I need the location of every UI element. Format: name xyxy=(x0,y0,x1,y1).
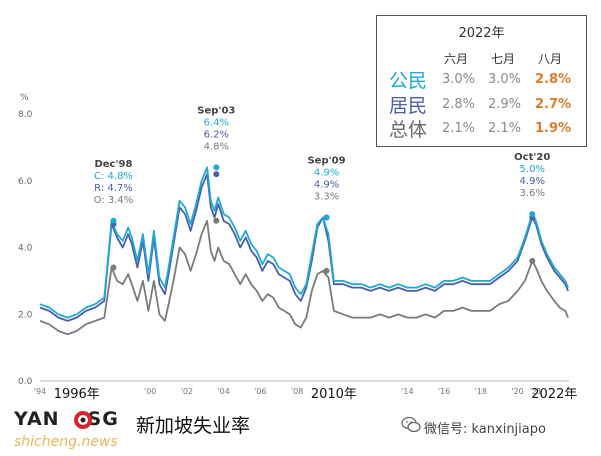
annotation-label: 4.8% xyxy=(204,141,229,152)
peak-marker-citizen xyxy=(110,217,117,224)
annotation-label: R: 4.7% xyxy=(94,183,133,194)
peak-marker-citizen xyxy=(529,211,536,218)
annotation-label: 6.2% xyxy=(204,129,229,140)
col-header-july: 七月 xyxy=(491,52,516,66)
x-tick-label: '18 xyxy=(475,387,487,396)
annotation-label: 4.9% xyxy=(520,176,545,187)
resident-june: 2.8% xyxy=(442,97,476,112)
annotation-label: Dec'98 xyxy=(94,159,132,170)
wechat-id: 微信号: kanxinjiapo xyxy=(424,422,546,437)
y-axis-unit: % xyxy=(20,93,29,103)
series-line-overall xyxy=(39,219,569,336)
peak-marker-overall xyxy=(323,267,330,274)
y-tick-label: 6.0 xyxy=(18,177,33,187)
annotation-label: Oct'20 xyxy=(514,152,550,163)
legend-year: 2022年 xyxy=(458,26,505,41)
x-tick-label: '00 xyxy=(144,387,156,396)
annotation-label: 6.4% xyxy=(204,117,229,128)
x-tick-label: '20 xyxy=(511,387,523,396)
peak-marker-overall xyxy=(213,217,220,224)
x-tick-label: '16 xyxy=(438,387,450,396)
peak-marker-overall xyxy=(529,257,536,264)
x-tick-label: '02 xyxy=(181,387,193,396)
annotation-label: 3.6% xyxy=(520,188,545,199)
resident-july: 2.9% xyxy=(488,97,522,112)
annotation-label: 3.3% xyxy=(314,191,339,202)
wechat-icon xyxy=(401,416,421,433)
peak-marker-overall xyxy=(110,264,117,271)
series-line-resident xyxy=(39,173,569,322)
peak-marker-citizen xyxy=(213,164,220,171)
series-line-citizen xyxy=(39,166,569,319)
col-header-august: 八月 xyxy=(538,52,563,66)
y-tick-label: 4.0 xyxy=(18,244,33,254)
brand-logo-left: YAN xyxy=(14,408,60,430)
x-tick-label: 1996年 xyxy=(54,387,100,402)
annotation-label: 4.9% xyxy=(314,179,339,190)
x-tick-label: '94 xyxy=(34,387,46,396)
brand-logo: YAN SG xyxy=(14,408,119,430)
peak-marker-resident xyxy=(213,171,220,178)
citizen-august: 2.8% xyxy=(535,72,572,87)
annotation-label: 4.9% xyxy=(314,167,339,178)
y-tick-label: 0.0 xyxy=(18,377,33,387)
row-label-resident: 居民 xyxy=(389,95,428,117)
annotation-label: C: 4.8% xyxy=(94,171,133,182)
brand-eye-icon xyxy=(74,411,92,429)
legend-table: 2022年 六月 七月 八月 公民 3.0% 3.0% 2.8% 居民 2.8%… xyxy=(376,15,587,147)
annotation-label: O: 3.4% xyxy=(94,195,134,206)
y-tick-label: 8.0 xyxy=(18,110,33,120)
citizen-july: 3.0% xyxy=(488,72,522,87)
brand-logo-right: SG xyxy=(87,408,119,430)
col-header-june: 六月 xyxy=(444,52,469,66)
overall-july: 2.1% xyxy=(488,121,522,136)
watermark-text: shicheng.news xyxy=(14,434,118,450)
annotation-label: Sep'09 xyxy=(307,155,345,166)
peak-marker-citizen xyxy=(323,214,330,221)
x-tick-label: '21 xyxy=(530,387,542,396)
y-tick-label: 2.0 xyxy=(18,310,33,320)
annotation-label: Sep'03 xyxy=(197,105,235,116)
x-tick-label: '06 xyxy=(254,387,266,396)
row-label-citizen: 公民 xyxy=(389,70,428,92)
resident-august: 2.7% xyxy=(535,97,572,112)
chart-subtitle: 新加坡失业率 xyxy=(136,415,251,437)
x-tick-label: '08 xyxy=(291,387,303,396)
x-tick-label: '04 xyxy=(217,387,229,396)
overall-june: 2.1% xyxy=(442,121,476,136)
x-tick-label: 2022年 xyxy=(531,387,577,402)
overall-august: 1.9% xyxy=(535,121,572,136)
citizen-june: 3.0% xyxy=(442,72,476,87)
x-tick-label: 2010年 xyxy=(311,387,357,402)
row-label-overall: 总体 xyxy=(389,119,428,141)
annotation-label: 5.0% xyxy=(520,164,545,175)
x-tick-label: '14 xyxy=(401,387,413,396)
